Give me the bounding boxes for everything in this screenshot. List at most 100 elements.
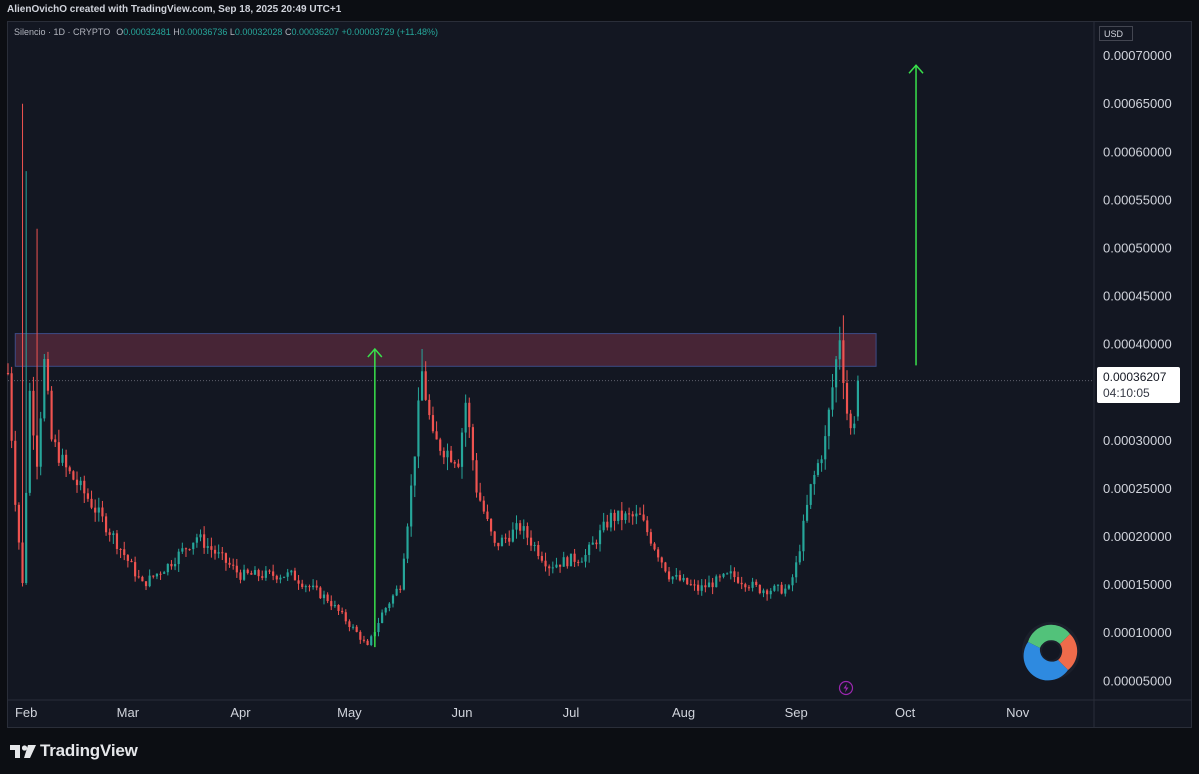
candle-body [72, 471, 75, 480]
candle-body [39, 418, 42, 467]
candle-body [312, 585, 315, 588]
candle-body [381, 612, 384, 624]
candle [845, 370, 849, 421]
candle [856, 375, 860, 421]
candle [337, 604, 340, 616]
candle [460, 427, 464, 479]
candle-body [736, 577, 740, 583]
candle-body [25, 492, 28, 584]
candle [558, 564, 562, 573]
candle [228, 557, 231, 568]
candle [21, 103, 24, 587]
time-tick-label: Apr [230, 705, 251, 720]
candle-body [28, 390, 31, 493]
candle [304, 584, 307, 593]
candle [424, 361, 427, 401]
time-tick-label: Feb [15, 705, 37, 720]
candle [119, 548, 122, 559]
candle [170, 560, 173, 570]
candle-body [693, 584, 696, 586]
candle-body [453, 461, 456, 464]
candle [769, 588, 772, 599]
candle-body [163, 572, 166, 574]
candle [471, 423, 474, 471]
candle [591, 536, 594, 545]
candle-body [711, 582, 714, 588]
candle-body [341, 610, 344, 613]
candle [108, 528, 111, 542]
candle [39, 411, 42, 476]
candle-body [664, 562, 667, 572]
candle-body [384, 607, 387, 613]
price-tick-label: 0.00005000 [1103, 673, 1172, 688]
candle [177, 548, 180, 572]
candle [43, 353, 46, 422]
candle-body [170, 563, 173, 567]
chart-pane[interactable] [7, 21, 1192, 728]
candle-body [257, 570, 260, 577]
candle [301, 579, 304, 590]
candle [722, 573, 725, 579]
candle [297, 574, 300, 590]
candle-body [250, 573, 253, 575]
time-tick-label: Mar [117, 705, 140, 720]
candle [206, 538, 209, 554]
candle [787, 584, 790, 590]
candle-body [126, 555, 129, 561]
open-label: O [116, 27, 124, 37]
candle-body [606, 521, 609, 528]
candle [395, 585, 398, 597]
candle-body [177, 551, 180, 565]
candle [203, 526, 206, 554]
candle [635, 504, 638, 525]
candle-body [293, 570, 297, 581]
candle-body [152, 575, 155, 577]
candle-body [755, 581, 758, 585]
candle [642, 504, 645, 522]
candle [94, 499, 97, 522]
candle [384, 607, 387, 616]
candle-body [94, 507, 97, 513]
candle-body [108, 532, 111, 535]
candle [417, 387, 420, 469]
bar-countdown: 04:10:05 [1103, 386, 1150, 400]
candle [144, 581, 148, 591]
candle-body [35, 435, 39, 467]
candle [290, 569, 293, 576]
candle-body [246, 569, 249, 574]
candle-body [141, 576, 144, 582]
currency-selector[interactable]: USD [1099, 26, 1133, 41]
candle [341, 607, 344, 615]
candle [72, 470, 75, 481]
candle-body [301, 583, 304, 588]
candle-body [537, 544, 540, 557]
candle-body [660, 557, 663, 563]
candle-body [566, 557, 569, 567]
candle-body [90, 498, 93, 508]
candle-body [624, 513, 627, 521]
candle [35, 228, 39, 480]
candle-body [355, 626, 358, 632]
candle [377, 617, 380, 637]
candle [75, 471, 79, 493]
lightning-icon[interactable] [838, 680, 854, 696]
candle-body [286, 572, 289, 577]
candle [115, 530, 119, 555]
candle [766, 588, 769, 601]
candle [809, 483, 812, 509]
candle [195, 533, 198, 548]
time-axis: Feb Mar Apr May Jun Jul Aug Sep Oct Nov [8, 699, 1191, 720]
candle-body [635, 513, 638, 517]
candle-body [221, 552, 224, 554]
candle-body [573, 553, 576, 562]
high-value: 0.00036736 [179, 27, 228, 37]
candle [551, 561, 554, 574]
candle [700, 579, 703, 596]
price-axis: 0.00070000 0.00065000 0.00060000 0.00055000… [1093, 21, 1172, 727]
candle [232, 558, 235, 570]
candle-body [707, 582, 711, 588]
tradingview-brand[interactable]: TradingView [10, 741, 138, 761]
candle-body [704, 585, 707, 588]
candle [330, 595, 333, 611]
